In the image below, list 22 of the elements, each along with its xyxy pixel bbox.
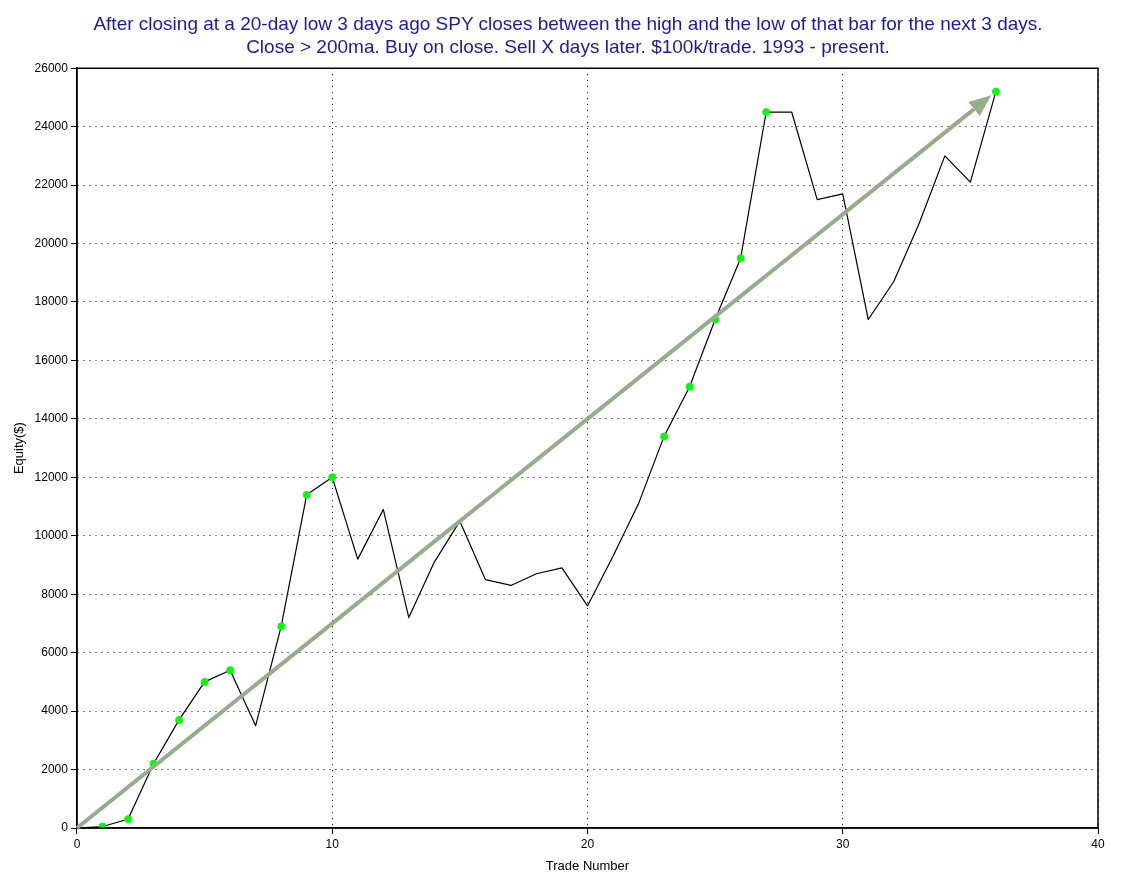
chart-title: After closing at a 20-day low 3 days ago SPY closes between the high and the low of that bar for the next 3 days. Close > 200ma. Buy on close. Sell X days later. $100k/trade. 1993 - present. [92, 12, 1044, 58]
y-tick-label: 0 [61, 820, 69, 835]
x-tick-label: 20 [580, 836, 595, 851]
y-tick-label: 24000 [34, 118, 69, 133]
x-tick-label: 10 [325, 836, 340, 851]
y-tick-label: 22000 [34, 177, 69, 192]
y-tick-label: 4000 [41, 703, 69, 718]
x-tick-label: 0 [73, 836, 81, 851]
x-tick-label: 30 [836, 836, 850, 851]
y-tick-label: 8000 [41, 586, 69, 601]
y-tick-label: 26000 [34, 60, 69, 75]
y-tick-label: 18000 [34, 294, 69, 309]
y-tick-label: 12000 [34, 469, 69, 484]
y-tick-label: 10000 [34, 528, 69, 543]
y-axis-title: Equity($) [11, 422, 27, 475]
x-axis-title: Trade Number [545, 857, 630, 873]
y-tick-label: 16000 [34, 352, 69, 367]
x-tick-label: 40 [1091, 836, 1105, 851]
y-tick-label: 6000 [41, 644, 69, 659]
y-tick-label: 20000 [34, 235, 69, 250]
y-tick-label: 2000 [41, 761, 69, 776]
y-tick-label: 14000 [34, 411, 69, 426]
